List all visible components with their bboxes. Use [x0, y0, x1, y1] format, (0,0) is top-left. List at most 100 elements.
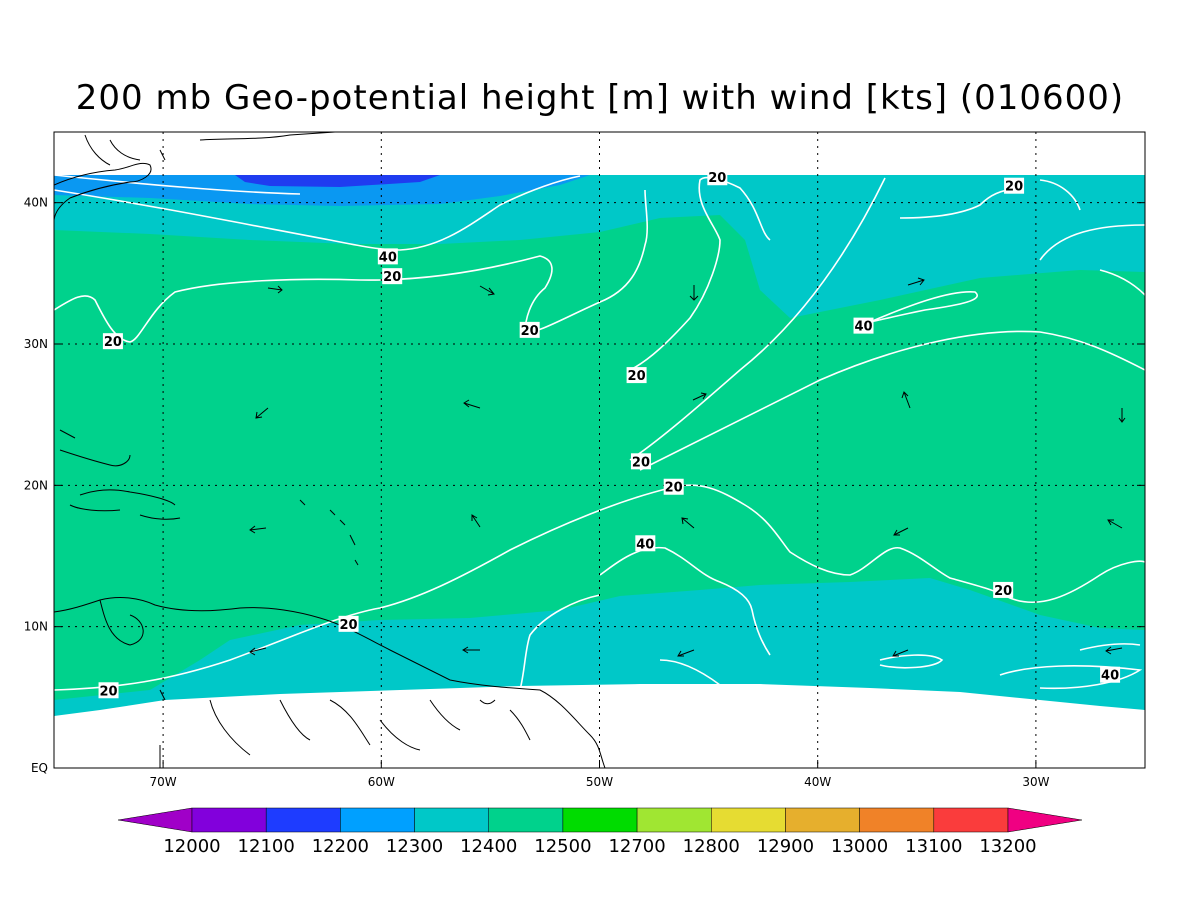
wind-arrow: [692, 392, 707, 401]
colorbar-label: 13200: [979, 836, 1036, 857]
colorbar-segment: [265, 807, 341, 833]
x-axis-ticks: 70W 60W 50W 40W 30W: [150, 760, 1050, 789]
contour-label-box: [635, 535, 656, 552]
wind-arrow: [267, 285, 283, 294]
colorbar-label: 13100: [905, 836, 962, 857]
y-tick-label: 30N: [24, 337, 48, 351]
contour-label-box: [338, 615, 359, 632]
contour-label-box: [1004, 177, 1025, 194]
contour-line: [1039, 224, 1145, 261]
contour-label: 20: [626, 367, 647, 384]
contour-label: 20: [519, 321, 540, 339]
wind-arrow: [1118, 408, 1126, 423]
wind-arrow: [893, 527, 909, 536]
contour-line: [999, 665, 1143, 690]
wind-arrow: [677, 649, 695, 657]
coastlines: [54, 132, 606, 768]
contour-label: 40: [377, 248, 398, 265]
contour-label-box: [1100, 666, 1121, 683]
contour-label-text: 40: [1101, 669, 1119, 684]
contour-label-box: [377, 248, 398, 265]
contour-label-box: [382, 268, 403, 285]
y-axis-ticks: EQ 10N 20N 30N 40N: [24, 196, 1145, 775]
height-fill: [54, 175, 1145, 768]
contour-label-box: [630, 453, 651, 470]
fill-12300-south: [54, 578, 1145, 716]
contour-line: [519, 594, 601, 691]
colorbar-segment: [488, 807, 564, 833]
fill-12200: [54, 175, 590, 206]
colorbar-segment: [859, 807, 935, 833]
x-tick-label: 70W: [150, 775, 177, 789]
chart-title: 200 mb Geo-potential height [m] with win…: [75, 78, 1125, 118]
y-tick-label: 10N: [24, 620, 48, 634]
contour-label-text: 20: [665, 481, 683, 496]
contour-line: [54, 189, 648, 343]
colorbar-label: 12500: [534, 836, 591, 857]
contour-label-text: 20: [100, 684, 118, 699]
colorbar-label: 12200: [312, 836, 369, 857]
y-tick-label: EQ: [31, 761, 48, 775]
contour-label-box: [626, 367, 647, 384]
contour-line: [879, 654, 944, 669]
contour-line: [1099, 269, 1145, 296]
contour-label-text: 20: [1005, 180, 1023, 195]
colorbar-segment: [636, 807, 712, 833]
colorbar-segment: [191, 807, 267, 833]
contour-line: [899, 187, 1021, 219]
colorbar-segment: [785, 807, 860, 833]
contour-label-text: 20: [628, 369, 646, 384]
contour-label-text: 40: [636, 537, 654, 552]
contour-label: 20: [338, 615, 359, 633]
colorbar-label: 12700: [608, 836, 665, 857]
colorbar-label: 12000: [163, 836, 220, 857]
contour-label-text: 20: [994, 584, 1012, 599]
colorbar-segment: [340, 807, 415, 833]
contour-label: 20: [663, 478, 684, 496]
y-tick-label: 40N: [24, 196, 48, 210]
wind-arrow: [479, 285, 495, 296]
contour-label-box: [853, 317, 874, 334]
contour-label-box: [98, 682, 119, 699]
x-tick-label: 40W: [804, 775, 831, 789]
contour-line: [639, 330, 1145, 471]
contour-line: [1079, 643, 1141, 651]
wind-arrow: [463, 399, 481, 409]
coastline-islands: [59, 429, 359, 566]
wind-arrow: [1107, 519, 1123, 529]
coastline-south-america: [54, 597, 606, 768]
wind-arrow: [249, 525, 267, 534]
contour-line: [659, 659, 721, 686]
contour-label-text: 20: [708, 171, 726, 186]
colorbar-segment: [1007, 807, 1083, 833]
wind-arrow: [681, 517, 695, 529]
contour-line: [629, 177, 886, 461]
x-tick-label: 60W: [368, 775, 395, 789]
contour-line: [869, 291, 978, 323]
wind-vectors: [249, 277, 1126, 657]
contour-line: [629, 176, 771, 371]
wind-arrow: [901, 391, 911, 409]
contour-label-text: 40: [379, 250, 397, 265]
colorbar-label: 12400: [460, 836, 517, 857]
contour-label: 40: [853, 317, 874, 335]
fill-12300-north: [54, 175, 1145, 318]
wind-arrow: [689, 285, 699, 301]
contour-label-text: 20: [632, 455, 650, 470]
colorbar-segment: [711, 807, 786, 833]
fill-12400: [54, 175, 1145, 716]
contour-label-box: [993, 581, 1014, 598]
contour-labels: 20 20 40 20 20 20 40 20 20 20 40 20 20 20 40: [98, 169, 1121, 699]
contour-line: [54, 174, 301, 195]
contour-label-box: [102, 333, 123, 350]
contour-label: 20: [102, 333, 123, 350]
gridlines: [54, 132, 1145, 768]
colorbar-label: 12300: [386, 836, 443, 857]
colorbar: 12000 12100 12200 12300 12400 12500 12700 12800…: [117, 807, 1083, 857]
coastline-north-america: [54, 132, 336, 221]
contour-label: 40: [635, 535, 656, 552]
wind-contours: [54, 174, 1145, 691]
contour-label-box: [707, 169, 728, 186]
contour-label-box: [663, 478, 684, 495]
